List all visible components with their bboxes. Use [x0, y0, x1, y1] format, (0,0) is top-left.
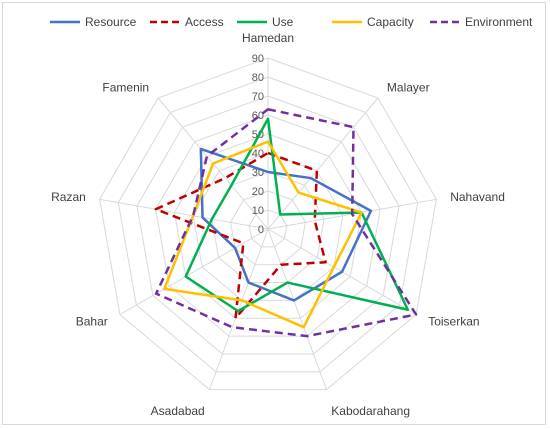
- series-capacity: [163, 140, 363, 329]
- grid-ring: [192, 152, 344, 301]
- r-tick-label: 80: [252, 72, 264, 84]
- r-tick-label: 70: [252, 91, 264, 103]
- category-label: Bahar: [76, 315, 108, 329]
- grid-ring: [117, 76, 419, 373]
- series-use: [184, 117, 410, 313]
- legend-label: Capacity: [367, 15, 414, 29]
- grid-ring: [155, 114, 381, 337]
- legend-label: Resource: [85, 15, 137, 29]
- grid-ring: [99, 57, 437, 391]
- grid-ring: [230, 190, 306, 266]
- r-tick-label: 10: [252, 205, 264, 217]
- grid-ring: [136, 95, 400, 355]
- r-tick-label: 90: [252, 53, 264, 65]
- legend-label: Use: [272, 15, 294, 29]
- series-environment: [154, 108, 418, 338]
- category-label: Asadabad: [151, 404, 205, 418]
- category-label: Malayer: [387, 80, 430, 94]
- r-tick-label: 40: [252, 148, 264, 160]
- category-label: Kabodarahang: [331, 404, 410, 418]
- grid-ring: [173, 133, 363, 319]
- r-tick-label: 0: [258, 224, 264, 236]
- grid-spoke: [119, 228, 269, 315]
- category-label: Razan: [51, 190, 86, 204]
- legend-label: Environment: [465, 15, 533, 29]
- legend-label: Access: [185, 15, 224, 29]
- r-tick-label: 20: [252, 186, 264, 198]
- chart-frame: [2, 2, 546, 425]
- series-access: [154, 151, 327, 320]
- grid-spoke: [99, 198, 269, 230]
- category-label: Toiserkan: [428, 315, 479, 329]
- category-label: Famenin: [102, 80, 149, 94]
- category-label: Nahavand: [450, 190, 505, 204]
- grid-spoke: [267, 228, 327, 390]
- grid-ring: [248, 209, 288, 248]
- grid-spoke: [267, 97, 379, 230]
- category-label: Hamedan: [242, 31, 294, 45]
